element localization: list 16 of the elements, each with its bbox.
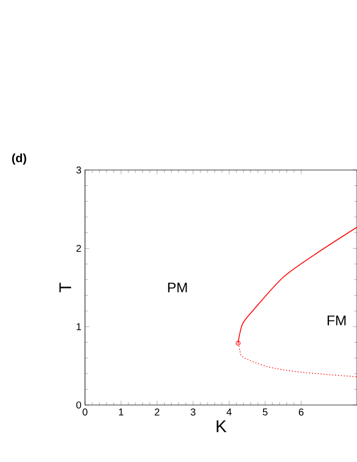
y-axis-title: T: [59, 282, 72, 292]
x-tick-label: 3: [190, 408, 196, 416]
annotation: FM: [328, 316, 346, 326]
y-tick-label: 0: [76, 401, 82, 409]
y-tick-label: 3: [76, 166, 82, 174]
x-tick-label: 4: [226, 408, 232, 416]
x-tick-label: 0: [82, 408, 88, 416]
y-tick-label: 2: [76, 244, 81, 252]
x-tick-label: 6: [298, 408, 304, 416]
x-tick-label: 5: [262, 408, 268, 416]
x-tick-label: 2: [154, 408, 160, 416]
x-axis-title: K: [216, 420, 226, 432]
chart-title: (d): [12, 154, 26, 165]
x-tick-label: 1: [119, 408, 124, 416]
annotation: PM: [168, 282, 187, 292]
y-tick-label: 1: [76, 323, 82, 330]
